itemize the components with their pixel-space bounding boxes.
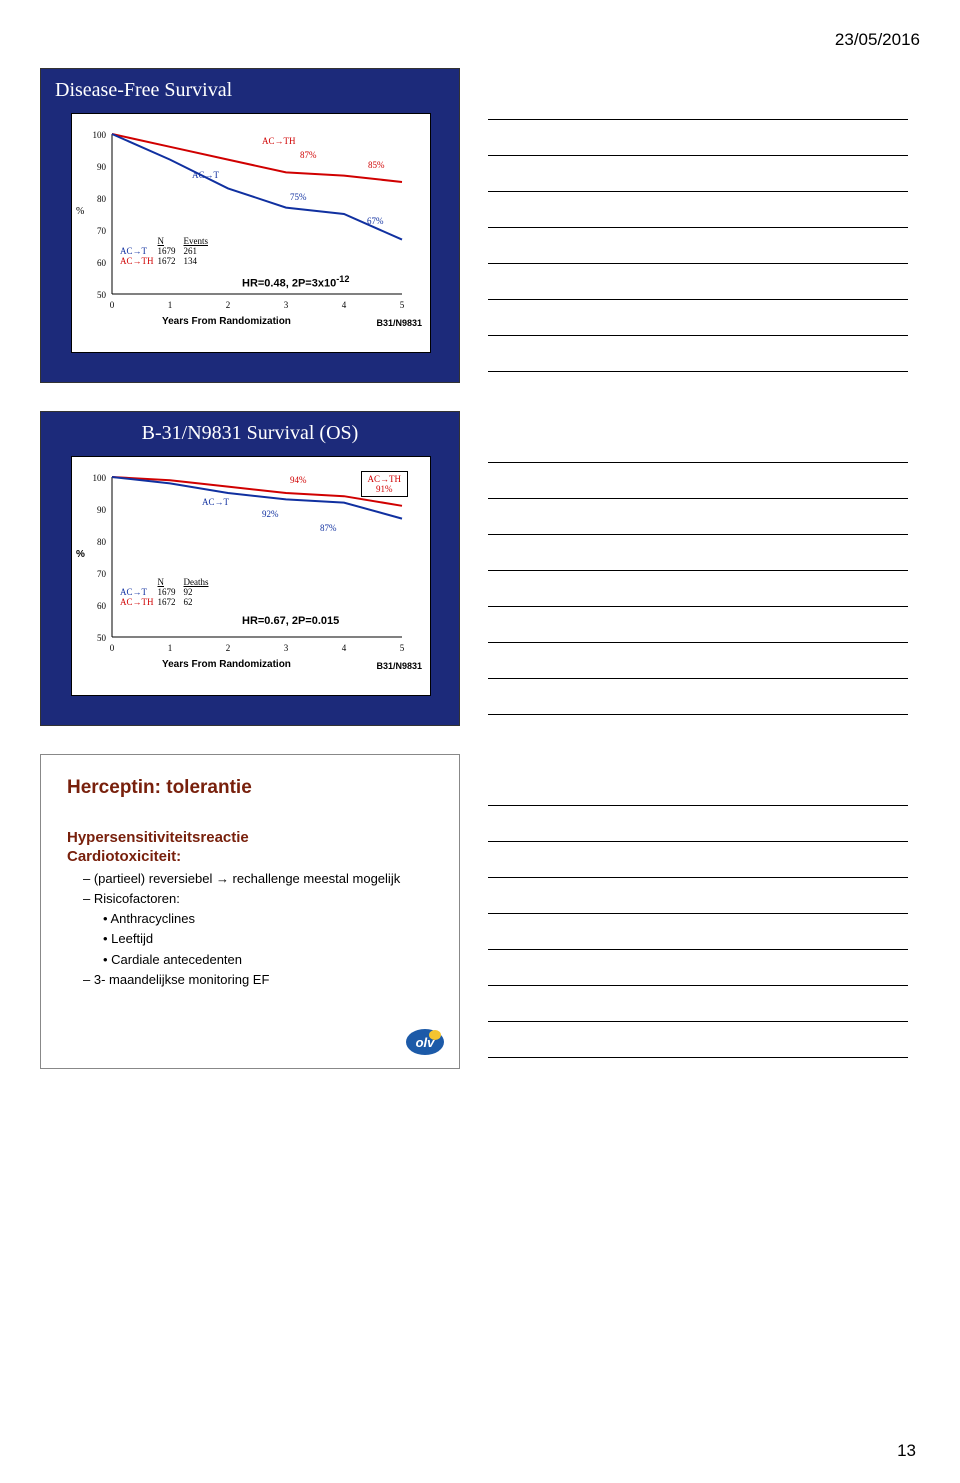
corner1: B31/N9831: [376, 318, 422, 328]
annot-act: AC→T: [192, 170, 219, 180]
svg-text:4: 4: [342, 643, 347, 653]
xcap2: Years From Randomization: [162, 659, 291, 670]
svg-text:70: 70: [97, 226, 107, 236]
annot-87: 87%: [300, 150, 317, 160]
svg-text:1: 1: [168, 300, 173, 310]
annot-67: 67%: [367, 216, 384, 226]
annot-acth: AC→TH: [262, 136, 296, 146]
svg-text:0: 0: [110, 643, 115, 653]
svg-text:50: 50: [97, 290, 107, 300]
slide3-list: – (partieel) reversiebel → rechallenge m…: [41, 865, 459, 990]
annot-75: 75%: [290, 192, 307, 202]
slide3-sub2: Cardiotoxiciteit:: [41, 846, 459, 865]
row-2: B-31/N9831 Survival (OS) 100 90 80 70 60…: [40, 411, 920, 726]
slide3-title: Herceptin: tolerantie: [41, 755, 459, 799]
notes-2: [488, 411, 908, 715]
olv-logo: olv: [405, 1028, 445, 1056]
svg-text:80: 80: [97, 537, 107, 547]
annot2-92: 92%: [262, 509, 279, 519]
svg-text:70: 70: [97, 569, 107, 579]
svg-text:2: 2: [226, 300, 231, 310]
annot-85: 85%: [368, 160, 385, 170]
chart2: 100 90 80 70 60 50 0 1 2 3 4 5 AC→T 94% …: [71, 456, 431, 696]
corner2: B31/N9831: [376, 661, 422, 671]
svg-text:5: 5: [400, 300, 405, 310]
slide2-title: B-31/N9831 Survival (OS): [41, 412, 459, 449]
svg-text:3: 3: [284, 300, 289, 310]
svg-text:1: 1: [168, 643, 173, 653]
annot2-act: AC→T: [202, 497, 229, 507]
svg-text:90: 90: [97, 162, 107, 172]
slide-herceptin: Herceptin: tolerantie Hypersensitiviteit…: [40, 754, 460, 1069]
item-3: • Leeftijd: [83, 929, 459, 949]
row-1: Disease-Free Survival 100 90 80 70 60 50…: [40, 68, 920, 383]
slide3-sub1: Hypersensitiviteitsreactie: [41, 799, 459, 846]
hr2: HR=0.67, 2P=0.015: [242, 615, 339, 627]
item-1: – Risicofactoren:: [83, 889, 459, 909]
header-date: 23/05/2016: [40, 30, 920, 50]
y-label-1: %: [76, 206, 84, 217]
svg-text:100: 100: [93, 473, 107, 483]
annot2-87: 87%: [320, 523, 337, 533]
annot2-acth-lbl: AC→TH: [368, 474, 402, 484]
item-2: • Anthracyclines: [83, 909, 459, 929]
annot2-91: 91%: [368, 484, 402, 494]
chart1: 100 90 80 70 60 50 0 1 2 3 4 5: [71, 113, 431, 353]
svg-text:0: 0: [110, 300, 115, 310]
svg-text:olv: olv: [416, 1035, 436, 1050]
legend2: NDeaths AC→T167992 AC→TH167262: [116, 575, 217, 609]
svg-text:60: 60: [97, 258, 107, 268]
svg-text:90: 90: [97, 505, 107, 515]
row-3: Herceptin: tolerantie Hypersensitiviteit…: [40, 754, 920, 1069]
notes-1: [488, 68, 908, 372]
item-0: – (partieel) reversiebel → rechallenge m…: [83, 869, 459, 889]
xcap1: Years From Randomization: [162, 316, 291, 327]
svg-text:60: 60: [97, 601, 107, 611]
svg-text:5: 5: [400, 643, 405, 653]
legend1: NEvents AC→T1679261 AC→TH1672134: [116, 234, 216, 268]
page-number: 13: [897, 1441, 916, 1461]
svg-text:100: 100: [93, 130, 107, 140]
slide-os: B-31/N9831 Survival (OS) 100 90 80 70 60…: [40, 411, 460, 726]
slide-dfs: Disease-Free Survival 100 90 80 70 60 50…: [40, 68, 460, 383]
svg-text:4: 4: [342, 300, 347, 310]
svg-text:3: 3: [284, 643, 289, 653]
svg-text:2: 2: [226, 643, 231, 653]
annot2-94: 94%: [290, 475, 307, 485]
notes-3: [488, 754, 908, 1058]
item-4: • Cardiale antecedenten: [83, 950, 459, 970]
y-label-2: %: [76, 549, 85, 560]
svg-text:80: 80: [97, 194, 107, 204]
item-5: – 3- maandelijkse monitoring EF: [83, 970, 459, 990]
hr1: HR=0.48, 2P=3x10-12: [242, 274, 349, 290]
svg-text:50: 50: [97, 633, 107, 643]
slide1-title: Disease-Free Survival: [41, 69, 459, 106]
